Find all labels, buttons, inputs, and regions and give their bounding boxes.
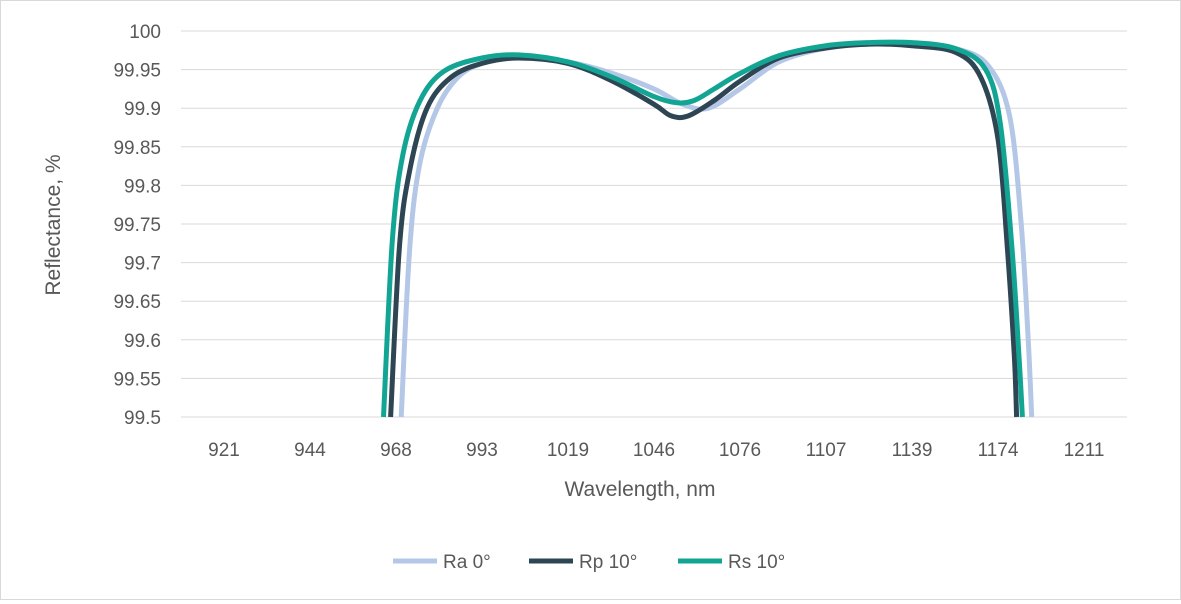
x-tick-label: 921 bbox=[208, 440, 240, 461]
y-tick-label: 99.95 bbox=[113, 61, 161, 82]
y-tick-label: 99.85 bbox=[113, 138, 161, 159]
x-tick-label: 1211 bbox=[1064, 440, 1105, 461]
y-tick-label: 99.75 bbox=[113, 215, 161, 236]
x-tick-label: 1019 bbox=[547, 440, 589, 461]
x-tick-label: 1174 bbox=[978, 440, 1019, 461]
legend-label: Ra 0° bbox=[443, 552, 491, 573]
legend: Ra 0° Rp 10° Rs 10° bbox=[393, 552, 785, 573]
y-tick-label: 99.7 bbox=[124, 254, 161, 275]
y-tick-label: 99.55 bbox=[113, 369, 161, 390]
x-tick-label: 993 bbox=[466, 440, 498, 461]
x-tick-label: 1046 bbox=[633, 440, 675, 461]
legend-item: Rp 10° bbox=[529, 552, 637, 573]
x-tick-label: 1139 bbox=[892, 440, 933, 461]
y-tick-label: 99.8 bbox=[124, 176, 161, 197]
series-lines bbox=[381, 39, 1035, 418]
series-line-0 bbox=[398, 41, 1035, 418]
legend-label: Rp 10° bbox=[579, 552, 637, 573]
y-axis-title: Reflectance, % bbox=[42, 154, 65, 295]
series-line-2 bbox=[381, 39, 1025, 418]
legend-item: Ra 0° bbox=[393, 552, 491, 573]
y-axis-ticks: 99.5 99.55 99.6 99.65 99.7 99.75 99.8 99.85 99.9… bbox=[113, 22, 161, 429]
gridlines bbox=[181, 30, 1127, 418]
x-tick-label: 968 bbox=[380, 440, 412, 461]
x-axis-title: Wavelength, nm bbox=[565, 478, 716, 501]
y-tick-label: 99.65 bbox=[113, 292, 161, 313]
legend-label: Rs 10° bbox=[728, 552, 785, 573]
x-tick-label: 1076 bbox=[719, 440, 761, 461]
y-tick-label: 99.9 bbox=[124, 99, 161, 120]
y-tick-label: 99.6 bbox=[124, 331, 161, 352]
legend-item: Rs 10° bbox=[678, 552, 785, 573]
x-tick-label: 944 bbox=[294, 440, 326, 461]
x-axis-ticks: 921 944 968 993 1019 1046 1076 1107 1139 1174 1211 bbox=[208, 440, 1104, 461]
y-tick-label: 100 bbox=[129, 22, 161, 43]
series-line-1 bbox=[388, 41, 1020, 418]
x-tick-label: 1107 bbox=[806, 440, 847, 461]
y-tick-label: 99.5 bbox=[124, 408, 161, 429]
